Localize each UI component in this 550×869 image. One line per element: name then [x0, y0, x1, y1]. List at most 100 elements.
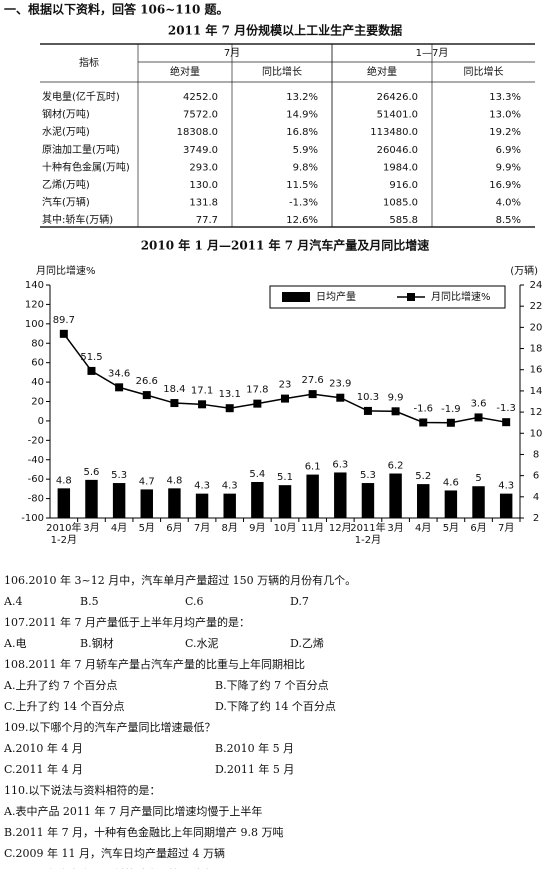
table-cell: 5.9%: [293, 145, 318, 156]
question: 107.2011 年 7 月产量低于上半年月均产量的是：: [4, 615, 250, 629]
table-cell: 11.5%: [286, 180, 318, 191]
bar-label: 6.2: [388, 461, 404, 472]
option: C.2011 年 4 月: [4, 762, 83, 776]
y-tick-label: -40: [28, 455, 44, 466]
table-cell: 16.9%: [489, 180, 521, 191]
point-label: 9.9: [388, 392, 404, 403]
question: 108.2011 年 7 月轿车产量占汽车产量的比重与上年同期相比: [4, 657, 305, 671]
line-marker: [253, 399, 262, 408]
table-cell: 130.0: [189, 180, 218, 191]
table-row-label: 水泥(万吨): [42, 125, 90, 138]
point-label: -1.9: [441, 404, 461, 415]
legend-box: [269, 285, 506, 309]
x-tick-label: 5月: [139, 522, 155, 534]
table-cell: 113480.0: [370, 127, 418, 138]
chart-title: 2010 年 1 月—2011 年 7 月汽车产量及月同比增速: [141, 238, 430, 253]
table-cell: 26426.0: [377, 92, 418, 103]
line-marker: [446, 418, 455, 427]
table-header: 指标: [79, 56, 99, 69]
bar-label: 5.3: [360, 470, 376, 481]
y2-tick-label: 18: [530, 344, 543, 355]
line-marker: [198, 400, 207, 409]
y-tick-label: 40: [31, 377, 44, 388]
point-label: 17.1: [191, 385, 213, 396]
point-label: 23.9: [329, 379, 351, 390]
bar-label: 5.2: [415, 471, 431, 482]
y2-tick-label: 6: [533, 471, 539, 482]
point-label: 26.6: [136, 376, 158, 387]
table-cell: 585.8: [389, 215, 418, 226]
bar: [85, 479, 98, 518]
table-cell: 26046.0: [377, 145, 418, 156]
line-marker: [474, 413, 483, 422]
table-cell: 916.0: [389, 180, 418, 191]
y2-tick-label: 14: [530, 386, 543, 397]
option: B.5: [80, 595, 99, 608]
y2-tick-label: 8: [533, 449, 539, 460]
x-tick-label: 3月: [387, 522, 403, 534]
bar-label: 5.6: [84, 467, 100, 478]
bar-label: 5.3: [111, 470, 127, 481]
x-tick-label: 4月: [415, 522, 431, 534]
y-tick-label: 80: [31, 338, 44, 349]
bar: [499, 493, 513, 518]
x-tick-label: 12月: [329, 522, 352, 534]
line-marker: [59, 329, 68, 338]
table-row-label: 汽车(万辆): [42, 196, 90, 209]
table-row-label: 其中:轿车(万辆): [42, 213, 113, 226]
line-marker: [391, 407, 400, 416]
table-row-label: 发电量(亿千瓦时): [42, 90, 120, 103]
option: C.上升了约 14 个百分点: [4, 700, 125, 713]
y-tick-label: -60: [28, 474, 44, 485]
bar-label: 6.1: [305, 462, 321, 473]
y2-axis-label: (万辆): [510, 264, 538, 277]
bar-label: 6.3: [332, 459, 348, 470]
legend-label: 月同比增速%: [431, 290, 491, 303]
table-cell: 293.0: [189, 162, 218, 173]
line-marker: [363, 406, 372, 415]
x-tick-label: 11月: [301, 522, 324, 534]
bar: [140, 489, 153, 518]
y-tick-label: 60: [31, 358, 44, 369]
table-subheader: 同比增长: [262, 65, 302, 78]
bar: [417, 484, 430, 518]
table-row-label: 原油加工量(万吨): [42, 143, 120, 156]
table-cell: 14.9%: [286, 110, 318, 121]
table-cell: 19.2%: [489, 127, 521, 138]
table-cell: 7572.0: [183, 110, 218, 121]
bar: [361, 483, 375, 518]
y2-tick-label: 22: [530, 301, 543, 312]
y2-tick-label: 2: [533, 513, 539, 524]
table-row-label: 钢材(万吨): [42, 108, 90, 121]
y2-tick-label: 24: [530, 280, 543, 291]
bar: [223, 493, 236, 518]
table-cell: 18308.0: [177, 127, 218, 138]
table-cell: 13.2%: [286, 92, 318, 103]
x-tick-label: 4月: [111, 522, 127, 534]
table-row-label: 十种有色金属(万吨): [42, 160, 130, 173]
table-row-label: 乙烯(万吨): [42, 178, 90, 191]
bar: [306, 474, 319, 518]
table-cell: 3749.0: [183, 145, 218, 156]
table-cell: 77.7: [196, 215, 218, 226]
y2-tick-label: 20: [530, 322, 543, 333]
question: 106.2010 年 3~12 月中，汽车单月产量超过 150 万辆的月份有几个…: [4, 573, 356, 587]
option: D.下降了约 14 个百分点: [215, 699, 336, 713]
table-header: 1—7月: [416, 47, 449, 59]
y2-tick-label: 12: [530, 407, 543, 418]
y-tick-label: 120: [25, 299, 44, 310]
table-cell: 9.8%: [293, 162, 318, 173]
option: A.2010 年 4 月: [3, 741, 83, 755]
y-tick-label: -80: [28, 494, 44, 505]
line-marker: [281, 394, 289, 403]
line-marker: [225, 404, 234, 413]
line-marker: [87, 366, 96, 375]
option: C.水泥: [185, 637, 219, 650]
table-subheader: 绝对量: [367, 65, 397, 78]
bar-label: 5.1: [277, 472, 293, 483]
y-tick-label: -100: [21, 513, 44, 524]
option: D.乙烯: [290, 637, 324, 650]
option: B.下降了约 7 个百分点: [215, 678, 329, 692]
line-marker: [419, 418, 428, 427]
bar-label: 4.8: [166, 475, 182, 486]
